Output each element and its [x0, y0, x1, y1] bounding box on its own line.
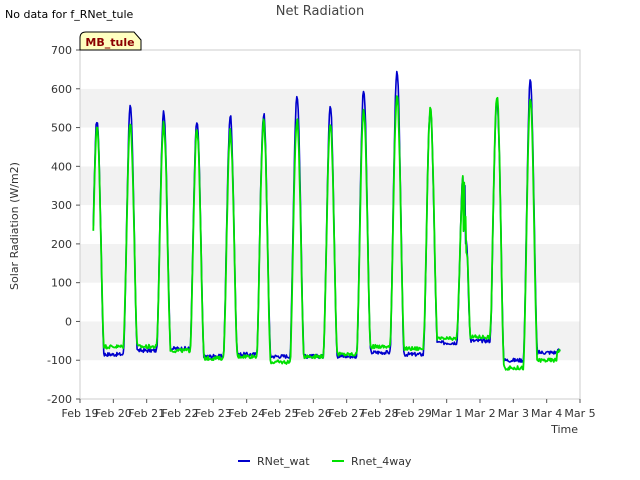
y-tick-label: 400 — [51, 160, 72, 173]
x-tick-label: Mar 3 — [498, 407, 529, 420]
no-data-note: No data for f_RNet_tule — [5, 8, 134, 21]
grid-band — [80, 50, 580, 89]
y-axis: -200 -100 0 100 200 300 400 500 600 700 — [47, 44, 80, 406]
x-tick-label: Feb 29 — [395, 407, 432, 420]
y-tick-label: 200 — [51, 238, 72, 251]
y-tick-label: 700 — [51, 44, 72, 57]
y-tick-label: 600 — [51, 83, 72, 96]
site-badge: MB_tule — [79, 31, 142, 51]
y-tick-label: 0 — [65, 315, 72, 328]
grid-band — [80, 360, 580, 399]
y-axis-label: Solar Radiation (W/m2) — [8, 162, 21, 290]
grid-band — [80, 282, 580, 322]
legend-label: RNet_wat — [257, 455, 310, 468]
legend: RNet_wat Rnet_4way — [238, 455, 412, 468]
grid-band — [80, 321, 580, 361]
x-tick-label: Feb 23 — [195, 407, 232, 420]
x-tick-label: Mar 5 — [564, 407, 595, 420]
x-tick-label: Feb 28 — [362, 407, 399, 420]
grid-band — [80, 166, 580, 206]
y-tick-label: 300 — [51, 199, 72, 212]
x-tick-label: Feb 22 — [162, 407, 199, 420]
x-tick-label: Feb 19 — [62, 407, 99, 420]
x-tick-label: Mar 4 — [531, 407, 562, 420]
x-tick-label: Feb 26 — [295, 407, 332, 420]
series-line-rnet-4way — [92, 95, 561, 371]
x-tick-label: Feb 27 — [328, 407, 365, 420]
grid-band — [80, 205, 580, 244]
x-tick-label: Mar 1 — [431, 407, 462, 420]
x-axis-label: Time — [550, 423, 578, 436]
x-tick-label: Feb 21 — [128, 407, 165, 420]
y-tick-label: -200 — [47, 393, 72, 406]
legend-label: Rnet_4way — [351, 455, 412, 468]
y-tick-label: 500 — [51, 122, 72, 135]
grid-bands — [80, 50, 580, 399]
plot-frame — [79, 49, 581, 400]
chart-title: Net Radiation — [276, 4, 364, 19]
series-layer — [92, 70, 561, 371]
x-tick-label: Feb 25 — [262, 407, 299, 420]
grid-band — [80, 243, 580, 283]
x-tick-label: Feb 24 — [228, 407, 265, 420]
site-badge-label: MB_tule — [85, 36, 134, 49]
x-tick-label: Feb 20 — [95, 407, 132, 420]
y-tick-label: -100 — [47, 354, 72, 367]
x-tick-label: Mar 2 — [464, 407, 495, 420]
y-tick-label: 100 — [51, 277, 72, 290]
